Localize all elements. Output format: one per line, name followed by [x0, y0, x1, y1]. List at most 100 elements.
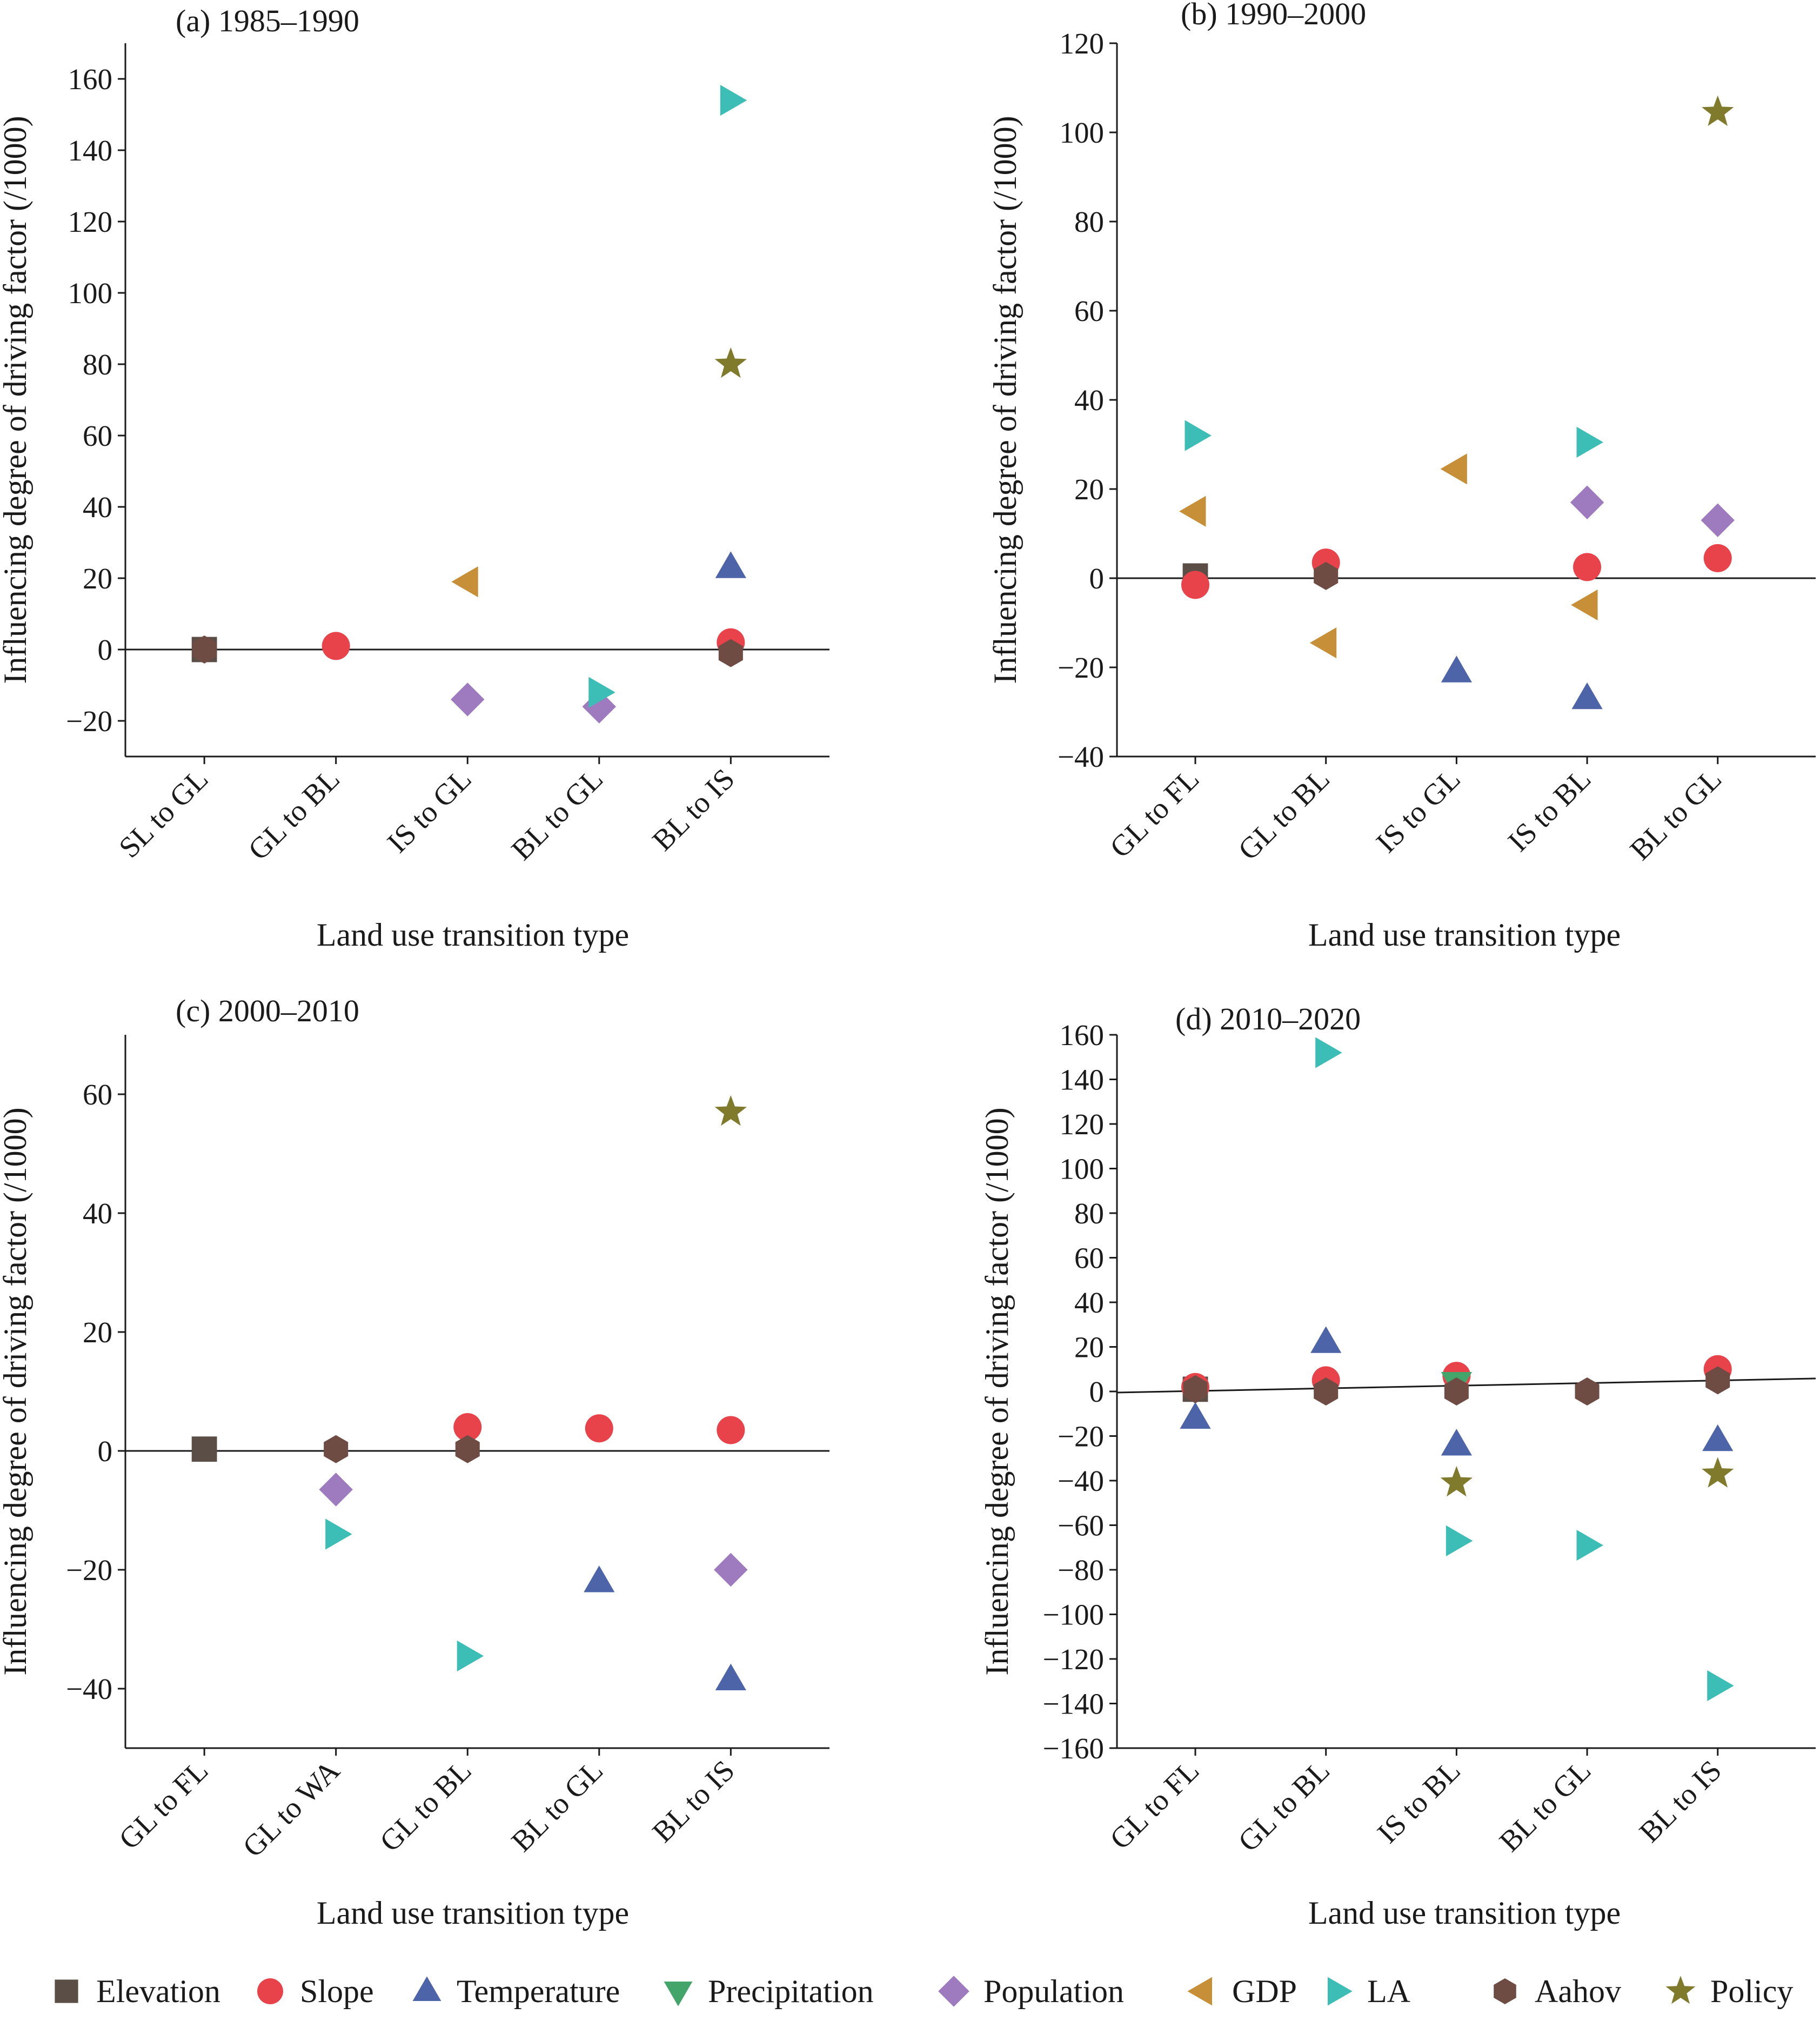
x-tick-label: GL to BL — [1232, 1754, 1336, 1858]
y-tick-label: 80 — [83, 348, 112, 381]
x-axis-title: Land use transition type — [1308, 1895, 1621, 1931]
y-tick-label: 140 — [68, 134, 113, 167]
y-tick-label: 140 — [1060, 1063, 1105, 1096]
x-tick-label: GL to WA — [236, 1754, 346, 1863]
point-aahov-bl-to-is — [1705, 1366, 1730, 1395]
point-aahov-gl-to-bl — [455, 1435, 480, 1463]
legend-marker-population — [938, 1976, 969, 2007]
point-slope-bl-to-gl — [1703, 544, 1732, 572]
y-tick-label: 20 — [1074, 473, 1104, 506]
point-temperature-bl-to-is — [1702, 1424, 1734, 1451]
x-tick-label: BL to IS — [1633, 1754, 1728, 1849]
x-tick-label: GL to BL — [373, 1754, 478, 1858]
point-gdp-is-to-gl — [451, 566, 478, 598]
legend-label-gdp: GDP — [1232, 1973, 1297, 2009]
x-axis-title: Land use transition type — [317, 917, 629, 953]
point-gdp-gl-to-bl — [1309, 627, 1337, 659]
y-tick-label: 40 — [83, 491, 112, 524]
y-axis-title: Influencing degree of driving factor (/1… — [987, 116, 1023, 684]
panel-title: (d) 2010–2020 — [1175, 1001, 1361, 1036]
point-gdp-is-to-bl — [1571, 589, 1598, 621]
chart-panel-a: (a) 1985–1990 −20 0 20 40 60 80 100 120 140 160 SL … — [0, 3, 829, 953]
x-tick-label: GL to BL — [242, 762, 346, 866]
legend-label-la: LA — [1367, 1973, 1410, 2009]
point-slope-gl-to-bl — [453, 1413, 482, 1441]
legend-label-policy: Policy — [1710, 1973, 1793, 2009]
x-tick-label: BL to GL — [1623, 762, 1728, 866]
point-slope-bl-to-is — [717, 1416, 745, 1444]
point-population-is-to-bl — [1570, 485, 1604, 519]
x-tick-label: BL to IS — [646, 1754, 741, 1849]
panel-title: (b) 1990–2000 — [1181, 0, 1366, 31]
point-policy-is-to-bl — [1440, 1465, 1473, 1497]
y-tick-label: 0 — [98, 1435, 113, 1468]
point-slope-is-to-bl — [1573, 553, 1602, 581]
point-temperature-is-to-bl — [1571, 682, 1603, 710]
point-population-bl-to-gl — [1701, 503, 1735, 537]
legend-marker-aahov — [1494, 1978, 1516, 2004]
point-aahov-gl-to-bl — [1314, 1377, 1339, 1406]
x-tick-label: BL to IS — [646, 762, 741, 857]
x-tick-label: BL to GL — [1493, 1754, 1597, 1858]
y-tick-label: 80 — [1074, 1197, 1104, 1230]
y-tick-label: 80 — [1074, 205, 1104, 238]
x-tick-label: BL to GL — [505, 1754, 609, 1858]
legend-marker-temperature — [412, 1976, 441, 2001]
legend-marker-la — [1328, 1977, 1353, 2006]
y-axis-title: Influencing degree of driving factor (/1… — [0, 1107, 33, 1675]
point-aahov-gl-to-bl — [1314, 561, 1339, 590]
point-la-bl-to-gl — [588, 677, 615, 708]
y-tick-label: 120 — [68, 205, 113, 238]
legend-label-population: Population — [983, 1973, 1124, 2009]
y-tick-label: 120 — [1060, 27, 1105, 60]
y-tick-label: 0 — [98, 633, 113, 666]
chart-panel-b: (b) 1990–2000 −40 −20 0 20 40 60 80 100 120 GL to … — [987, 0, 1816, 953]
panel-title: (c) 2000–2010 — [176, 993, 359, 1028]
x-tick-label: GL to FL — [1103, 762, 1206, 864]
y-tick-label: 20 — [83, 1316, 112, 1349]
y-tick-label: 160 — [68, 63, 113, 96]
point-policy-bl-to-is — [714, 1095, 747, 1126]
y-tick-label: −100 — [1042, 1598, 1104, 1631]
y-tick-label: 100 — [68, 277, 113, 310]
x-tick-label: IS to BL — [1371, 1754, 1467, 1849]
legend-label-precipitation: Precipitation — [708, 1973, 874, 2009]
point-aahov-is-to-bl — [1444, 1377, 1469, 1406]
point-gdp-gl-to-fl — [1179, 496, 1206, 527]
legend-marker-policy — [1665, 1976, 1696, 2004]
y-tick-label: 60 — [1074, 295, 1104, 327]
y-tick-label: 20 — [1074, 1331, 1104, 1364]
y-tick-label: 100 — [1060, 116, 1105, 149]
point-temperature-is-to-gl — [1441, 655, 1472, 682]
y-tick-label: −160 — [1042, 1732, 1104, 1765]
y-tick-label: 0 — [1089, 562, 1105, 595]
point-slope-bl-to-gl — [585, 1414, 613, 1443]
legend: Elevation Slope Temperature Precipitation Po… — [55, 1973, 1793, 2009]
y-axis-title: Influencing degree of driving factor (/1… — [979, 1107, 1015, 1675]
point-policy-bl-to-is — [1702, 1457, 1734, 1488]
y-tick-label: −20 — [1058, 1420, 1104, 1453]
y-tick-label: 40 — [1074, 384, 1104, 417]
legend-marker-precipitation — [664, 1982, 693, 2006]
point-temperature-bl-to-gl — [584, 1565, 615, 1592]
chart-panel-d: (d) 2010–2020 −160 −140 −120 −100 −80 −60 −40 −2… — [979, 1001, 1816, 1931]
y-tick-label: −80 — [1058, 1554, 1104, 1587]
legend-label-slope: Slope — [300, 1973, 374, 2009]
y-tick-label: 60 — [1074, 1242, 1104, 1275]
y-tick-label: −120 — [1042, 1643, 1104, 1676]
x-tick-label: GL to FL — [112, 1754, 215, 1856]
point-policy-bl-to-is — [714, 347, 747, 378]
y-tick-label: 100 — [1060, 1153, 1105, 1186]
y-tick-label: −20 — [1058, 651, 1104, 684]
point-aahov-bl-to-gl — [1575, 1377, 1600, 1406]
x-axis-title: Land use transition type — [317, 1895, 629, 1931]
x-tick-label: GL to BL — [1232, 762, 1336, 866]
point-la-is-to-bl — [1446, 1525, 1473, 1556]
point-la-bl-to-gl — [1576, 1530, 1603, 1561]
y-tick-label: −40 — [1058, 740, 1104, 773]
point-la-gl-to-wa — [325, 1518, 352, 1550]
y-tick-label: 60 — [83, 419, 112, 452]
legend-label-aahov: Aahov — [1535, 1973, 1621, 2009]
